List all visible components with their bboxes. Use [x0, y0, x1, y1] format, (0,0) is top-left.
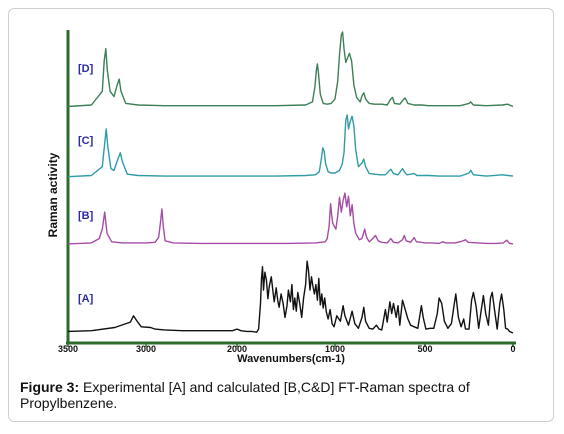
caption-prefix: Figure 3: — [20, 379, 80, 395]
series-label-c: [C] — [78, 135, 94, 147]
series-label-d: [D] — [78, 63, 94, 75]
x-tick-label: 3500 — [58, 344, 78, 354]
figure-caption: Figure 3: Experimental [A] and calculate… — [20, 379, 540, 411]
caption-text: Experimental [A] and calculated [B,C&D] … — [20, 379, 470, 411]
x-tick-label: 0 — [510, 344, 515, 354]
x-tick-label: 1000 — [325, 344, 345, 354]
spectrum-line-c — [67, 114, 514, 178]
x-tick-label: 3000 — [136, 344, 156, 354]
x-tick-label: 2000 — [227, 344, 247, 354]
series-label-a: [A] — [78, 293, 94, 305]
figure-frame — [8, 8, 554, 422]
spectrum-line-b — [67, 192, 514, 245]
y-axis-label: Raman activity — [46, 152, 60, 237]
spectrum-line-d — [67, 31, 514, 108]
spectrum-line-a — [67, 260, 514, 334]
series-label-b: [B] — [78, 210, 94, 222]
x-tick-label: 500 — [417, 344, 432, 354]
x-axis-label: Wavenumbers(cm-1) — [237, 353, 345, 365]
